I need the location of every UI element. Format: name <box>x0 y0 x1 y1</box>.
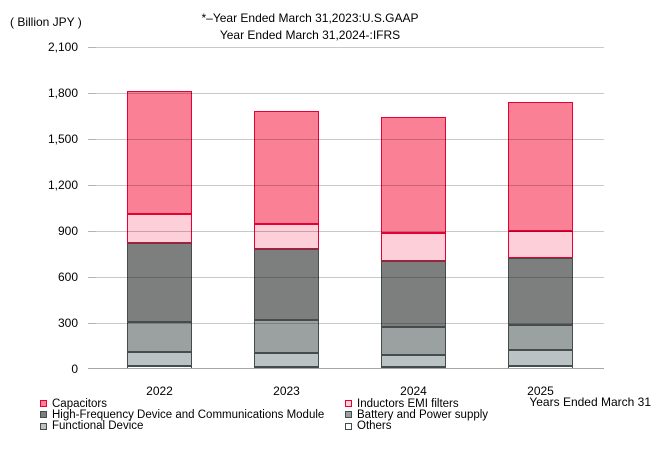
segment-2023-functional-device <box>254 352 319 367</box>
y-tick-label-300: 300 <box>57 316 78 330</box>
gridline-600 <box>96 276 604 278</box>
legend-label: Capacitors <box>52 397 107 410</box>
x-axis-note: Years Ended March 31 <box>529 395 651 409</box>
y-axis-unit-label: ( Billion JPY ) <box>10 15 82 29</box>
segment-2024-functional-device <box>381 354 446 367</box>
segment-2025-inductors-emi-filters <box>508 230 573 259</box>
segment-2022-high-frequency-device-and-communications-module <box>127 242 192 323</box>
y-tick-300 <box>88 322 96 324</box>
y-tick-900 <box>88 230 96 232</box>
legend-item-others: Others <box>345 420 392 433</box>
y-tick-label-1200: 1,200 <box>47 178 78 192</box>
chart-title-line1: *–Year Ended March 31,2023:U.S.GAAP <box>201 11 419 25</box>
segment-2022-capacitors <box>127 91 192 214</box>
segment-2023-capacitors <box>254 110 319 225</box>
segment-2024-high-frequency-device-and-communications-module <box>381 260 446 327</box>
segment-2024-inductors-emi-filters <box>381 232 446 261</box>
gridline-300 <box>96 322 604 324</box>
segment-2025-capacitors <box>508 101 573 231</box>
gridline-1500 <box>96 138 604 140</box>
bar-2022 <box>127 91 192 369</box>
bar-2025 <box>508 101 573 369</box>
legend-item-capacitors: Capacitors <box>40 397 107 410</box>
x-tick-label-2022: 2022 <box>146 384 173 398</box>
y-tick-2100 <box>88 46 96 48</box>
segment-2024-capacitors <box>381 117 446 233</box>
segment-2024-battery-and-power-supply <box>381 326 446 355</box>
y-tick-label-600: 600 <box>57 270 78 284</box>
legend-label: Functional Device <box>52 420 144 433</box>
legend-label: Inductors EMI filters <box>357 397 459 410</box>
legend-marker-battery-and-power-supply <box>345 411 352 419</box>
chart-title-line2: Year Ended March 31,2024-:IFRS <box>219 28 401 42</box>
y-tick-label-1800: 1,800 <box>47 86 78 100</box>
legend-marker-others <box>345 422 352 430</box>
segment-2022-battery-and-power-supply <box>127 322 192 353</box>
legend-marker-functional-device <box>40 422 47 430</box>
segment-2022-functional-device <box>127 352 192 367</box>
x-axis-line <box>88 368 604 369</box>
y-tick-1200 <box>88 184 96 186</box>
legend-item-battery-and-power-supply: Battery and Power supply <box>345 408 489 421</box>
y-tick-600 <box>88 276 96 278</box>
gridline-1800 <box>96 92 604 94</box>
segment-2023-high-frequency-device-and-communications-module <box>254 249 319 320</box>
y-tick-label-900: 900 <box>57 224 78 238</box>
legend-marker-capacitors <box>40 400 47 407</box>
gridline-1200 <box>96 184 604 186</box>
legend-item-functional-device: Functional Device <box>40 420 144 433</box>
segment-2025-functional-device <box>508 350 573 366</box>
bar-2023 <box>254 110 319 369</box>
segment-2023-battery-and-power-supply <box>254 319 319 353</box>
legend-marker-high-frequency-device-and-communications-module <box>40 411 47 419</box>
x-tick-label-2024: 2024 <box>400 384 427 398</box>
legend-label: High-Frequency Device and Communications… <box>52 408 325 421</box>
y-tick-label-1500: 1,500 <box>47 132 78 146</box>
legend-label: Battery and Power supply <box>357 408 489 421</box>
legend-label: Others <box>357 420 392 433</box>
y-tick-1500 <box>88 138 96 140</box>
legend-item-high-frequency-device-and-communications-module: High-Frequency Device and Communications… <box>40 408 325 421</box>
plot-area <box>88 46 604 369</box>
chart-title: *–Year Ended March 31,2023:U.S.GAAP Year… <box>130 10 490 44</box>
legend-marker-inductors-emi-filters <box>345 400 352 407</box>
bar-2024 <box>381 117 446 369</box>
segment-2022-inductors-emi-filters <box>127 213 192 243</box>
y-tick-label-2100: 2,100 <box>47 40 78 54</box>
segment-2025-battery-and-power-supply <box>508 324 573 351</box>
legend-item-inductors-emi-filters: Inductors EMI filters <box>345 397 459 410</box>
x-tick-label-2023: 2023 <box>273 384 300 398</box>
y-tick-1800 <box>88 92 96 94</box>
segment-2023-inductors-emi-filters <box>254 224 319 250</box>
x-tick-label-2025: 2025 <box>527 384 554 398</box>
segment-2025-high-frequency-device-and-communications-module <box>508 258 573 325</box>
y-tick-label-0: 0 <box>71 362 78 376</box>
gridline-2100 <box>96 46 604 48</box>
gridline-900 <box>96 230 604 232</box>
